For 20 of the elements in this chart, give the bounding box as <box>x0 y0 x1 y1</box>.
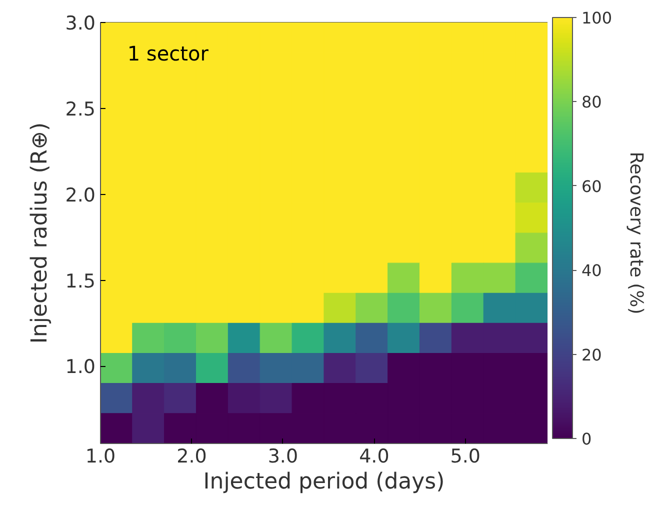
y-tick-label: 3.0 <box>65 12 96 34</box>
color-bar-label: 80 <box>582 92 602 112</box>
color-bar-label: 20 <box>582 345 602 364</box>
annotation: 1 sector <box>127 41 210 66</box>
y-tick-label: 1.5 <box>65 270 96 292</box>
color-bar-title: Recovery rate (%) <box>626 152 646 314</box>
x-tick-label: 5.0 <box>450 446 481 468</box>
color-bar-label: 40 <box>582 261 602 280</box>
y-axis-title: Injected radius (R⊕) <box>27 122 52 344</box>
x-tick-label: 1.0 <box>85 446 116 468</box>
color-bar-label: 0 <box>582 430 592 448</box>
x-axis-title: Injected period (days) <box>203 470 445 494</box>
y-tick-label: 1.0 <box>65 356 96 378</box>
x-tick-label: 2.0 <box>176 446 207 468</box>
x-tick-label: 4.0 <box>359 446 390 468</box>
color-bar-label: 100 <box>582 8 612 28</box>
y-tick-label: 2.0 <box>65 184 96 206</box>
x-tick-label: 3.0 <box>268 446 298 468</box>
y-tick-label: 2.5 <box>65 98 96 120</box>
color-bar-label: 60 <box>582 176 602 196</box>
